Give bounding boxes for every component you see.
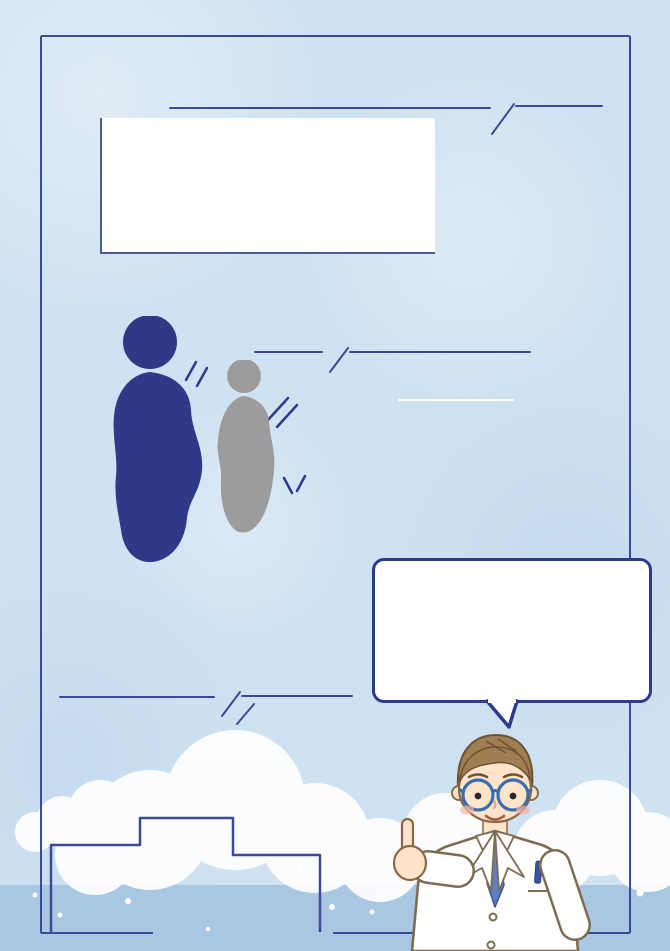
title-underlines	[59, 103, 603, 725]
badge-divider	[398, 399, 514, 401]
badge-scallop	[358, 352, 554, 548]
bar-chart	[100, 118, 435, 254]
badge-text	[372, 392, 540, 407]
national-silhouette	[217, 360, 275, 533]
doctor-speech-bubble	[372, 558, 652, 703]
sea-dots	[32, 865, 644, 931]
emphasis-strokes	[184, 360, 307, 495]
podium-outline	[49, 816, 322, 932]
speech-bubble-tail	[485, 699, 519, 729]
seafarer-silhouette	[113, 316, 203, 563]
metabo-badge	[358, 352, 554, 548]
doctor-illustration	[392, 734, 591, 951]
